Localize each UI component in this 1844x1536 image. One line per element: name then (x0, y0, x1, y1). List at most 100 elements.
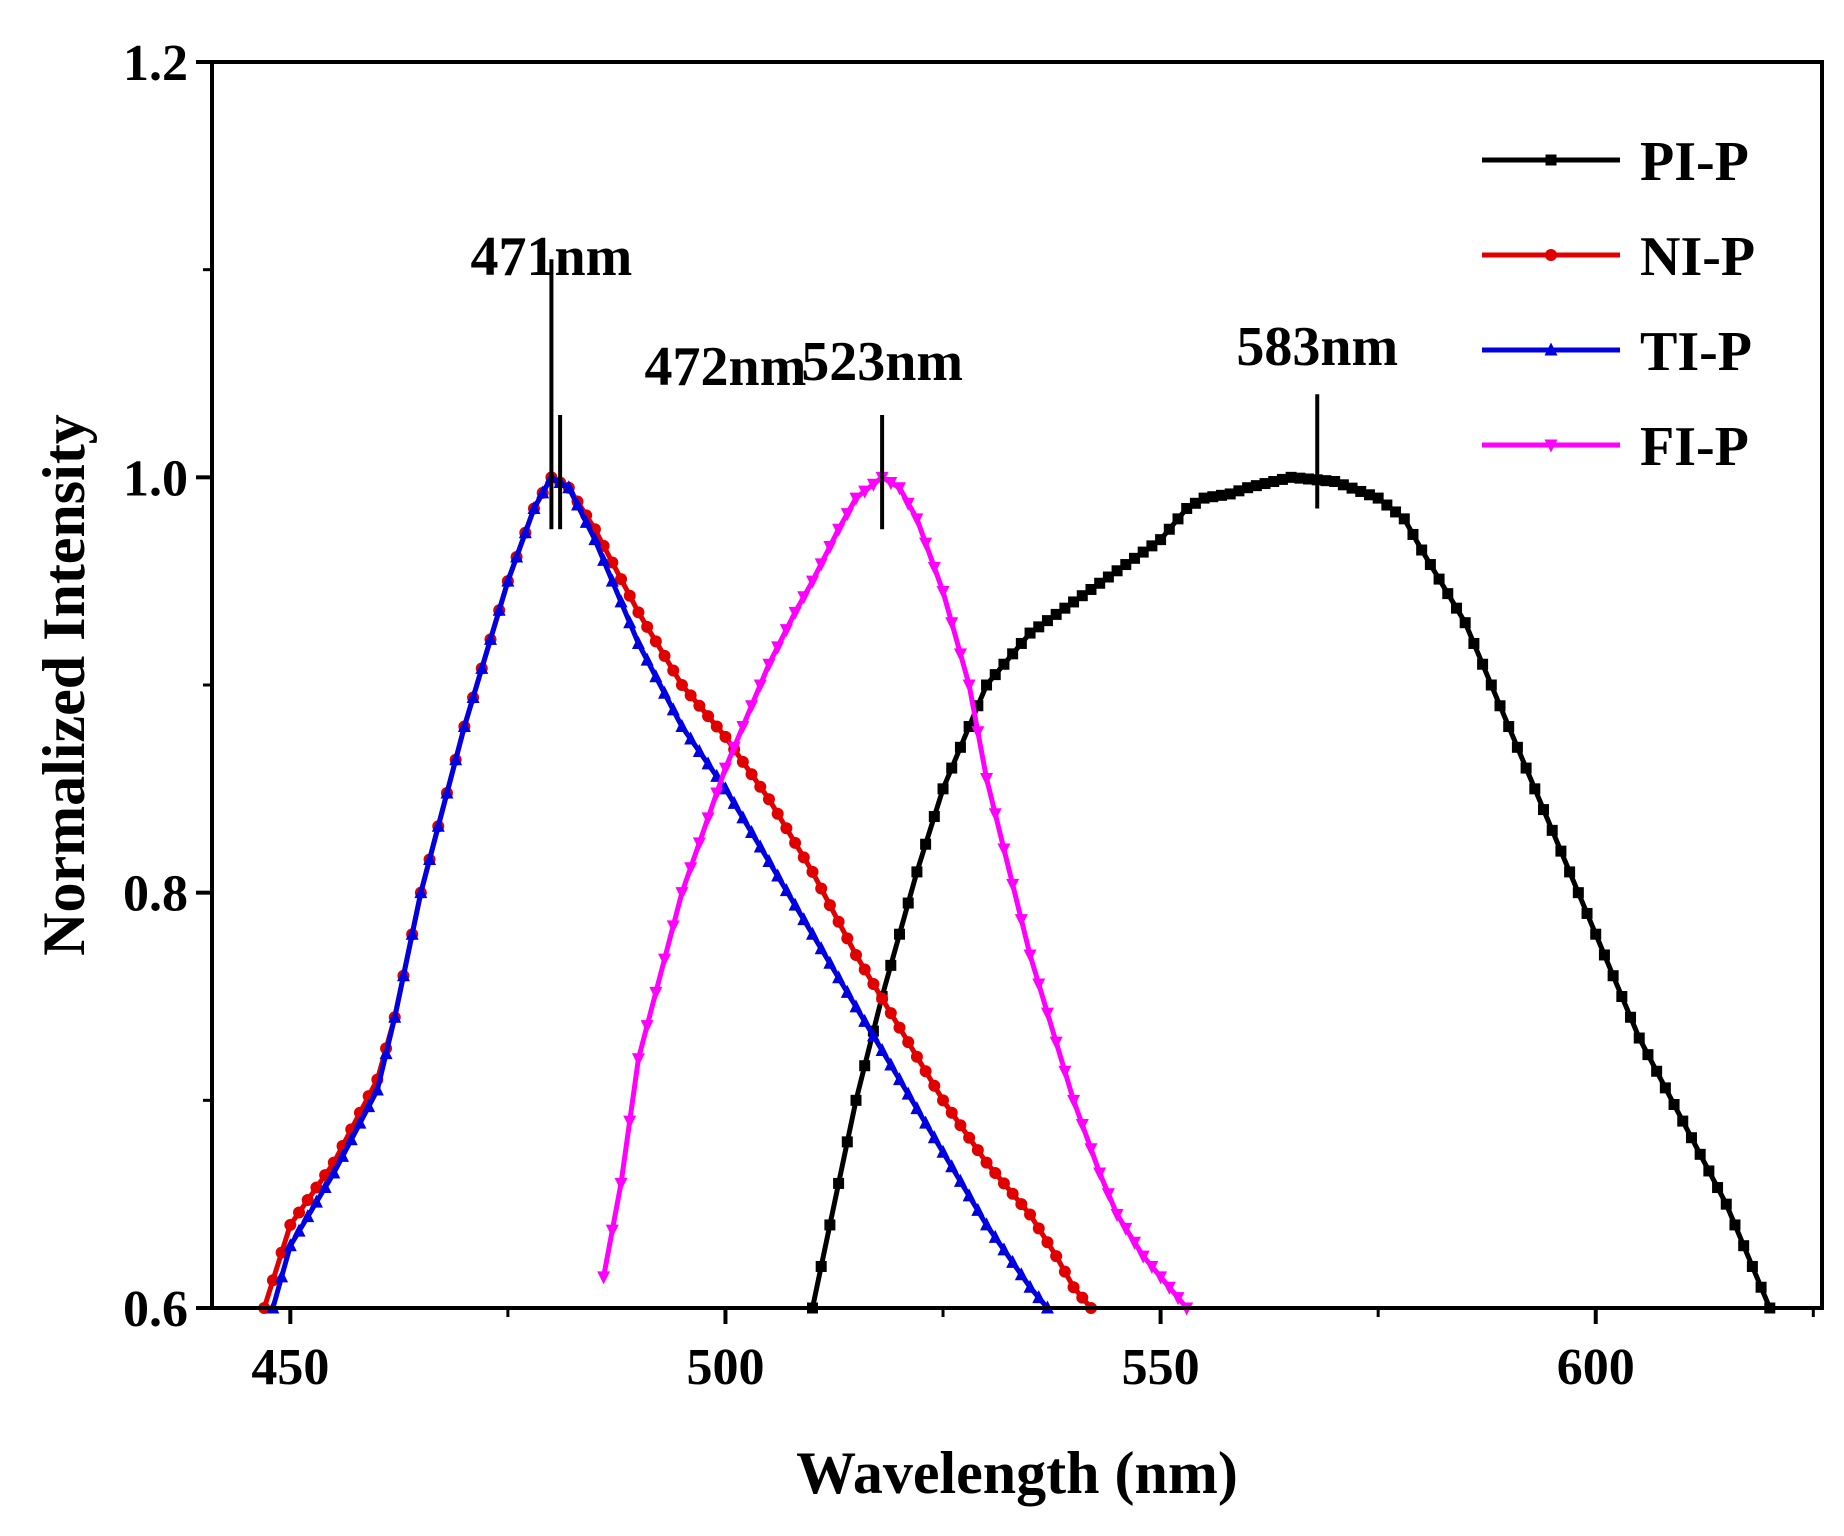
data-point (1101, 1188, 1115, 1202)
data-point (588, 532, 602, 546)
data-point (423, 851, 437, 865)
data-point (988, 1229, 1002, 1243)
data-point (902, 1036, 915, 1049)
data-point (875, 1042, 889, 1056)
data-point (736, 810, 750, 824)
axis-layer: 450 500 550 600 0.6 0.8 1.0 1.2 Wavelength (nm) N… (31, 35, 1824, 1506)
x-axis-title: Wavelength (nm) (796, 1440, 1238, 1506)
data-point (980, 772, 994, 786)
data-point (623, 615, 637, 629)
data-point (1058, 1065, 1072, 1079)
data-point (1110, 1209, 1124, 1223)
data-point (1355, 485, 1367, 497)
data-point (310, 1181, 323, 1194)
legend-label: FI-P (1640, 416, 1749, 478)
series-fi-p (597, 471, 1194, 1316)
data-point (1093, 1167, 1107, 1181)
data-point (309, 1194, 323, 1208)
data-point (632, 606, 645, 619)
data-point (1285, 471, 1297, 483)
data-point (1538, 804, 1550, 816)
data-point (675, 679, 688, 691)
data-point (1154, 1271, 1168, 1285)
data-point (1216, 489, 1228, 501)
data-point (927, 1130, 941, 1144)
data-point (815, 882, 828, 895)
data-point (684, 731, 698, 745)
data-point (850, 1094, 862, 1106)
data-point (1320, 475, 1332, 487)
data-point (962, 679, 976, 693)
data-point (788, 897, 802, 911)
data-point (1146, 540, 1158, 552)
data-point (1459, 617, 1471, 629)
data-point (631, 1053, 645, 1067)
data-point (405, 926, 419, 940)
data-point (641, 620, 654, 633)
data-point (997, 1242, 1011, 1256)
data-point (1006, 878, 1020, 892)
data-point (736, 755, 749, 768)
data-point (1163, 523, 1175, 535)
data-point (1136, 1250, 1150, 1264)
data-point (1659, 1082, 1671, 1094)
data-point (457, 719, 471, 733)
data-point (988, 808, 1002, 822)
data-point (945, 1106, 958, 1119)
x-tick-label: 550 (1122, 1339, 1200, 1396)
peak-label: 472nm (645, 336, 807, 398)
data-point (911, 866, 923, 878)
data-point (927, 561, 941, 575)
data-point (894, 928, 906, 940)
data-point (675, 887, 689, 901)
data-point (1068, 596, 1080, 608)
data-point (719, 730, 732, 743)
data-point (1172, 513, 1184, 525)
data-point (1040, 1007, 1054, 1021)
data-point (362, 1099, 376, 1113)
data-point (1181, 502, 1193, 514)
data-point (1511, 741, 1523, 753)
data-point (1685, 1132, 1697, 1144)
data-point (614, 594, 628, 608)
data-point (1233, 485, 1245, 497)
data-point (658, 649, 671, 662)
data-point (718, 781, 732, 795)
data-point (797, 851, 810, 864)
data-point (318, 1180, 332, 1194)
data-point (762, 793, 775, 806)
data-point (893, 1021, 906, 1034)
series-line (270, 474, 1050, 1310)
data-point (1581, 907, 1593, 919)
data-point (858, 963, 871, 976)
data-point (1398, 513, 1410, 525)
data-point (815, 1260, 827, 1272)
data-point (919, 1065, 932, 1078)
data-point (1468, 637, 1480, 649)
data-point (684, 689, 697, 702)
data-point (1729, 1219, 1741, 1231)
data-point (1424, 559, 1436, 571)
data-point (693, 699, 706, 712)
legend-marker (1545, 249, 1557, 261)
y-tick-label: 1.2 (123, 35, 188, 92)
data-point (1555, 845, 1567, 857)
data-point (936, 1144, 950, 1158)
data-point (989, 1167, 1002, 1180)
data-point (945, 617, 959, 631)
data-point (1128, 552, 1140, 564)
data-point (893, 482, 907, 496)
data-point (841, 1136, 853, 1148)
data-point (824, 1219, 836, 1231)
data-point (980, 1156, 993, 1169)
data-point (301, 1194, 314, 1207)
data-point (1076, 590, 1088, 602)
data-point (754, 780, 767, 793)
data-point (710, 720, 723, 733)
data-point (684, 862, 698, 876)
data-point (745, 700, 759, 714)
data-point (806, 865, 819, 878)
legend-marker (1545, 154, 1557, 166)
data-point (1390, 506, 1402, 518)
data-point (971, 1144, 984, 1157)
